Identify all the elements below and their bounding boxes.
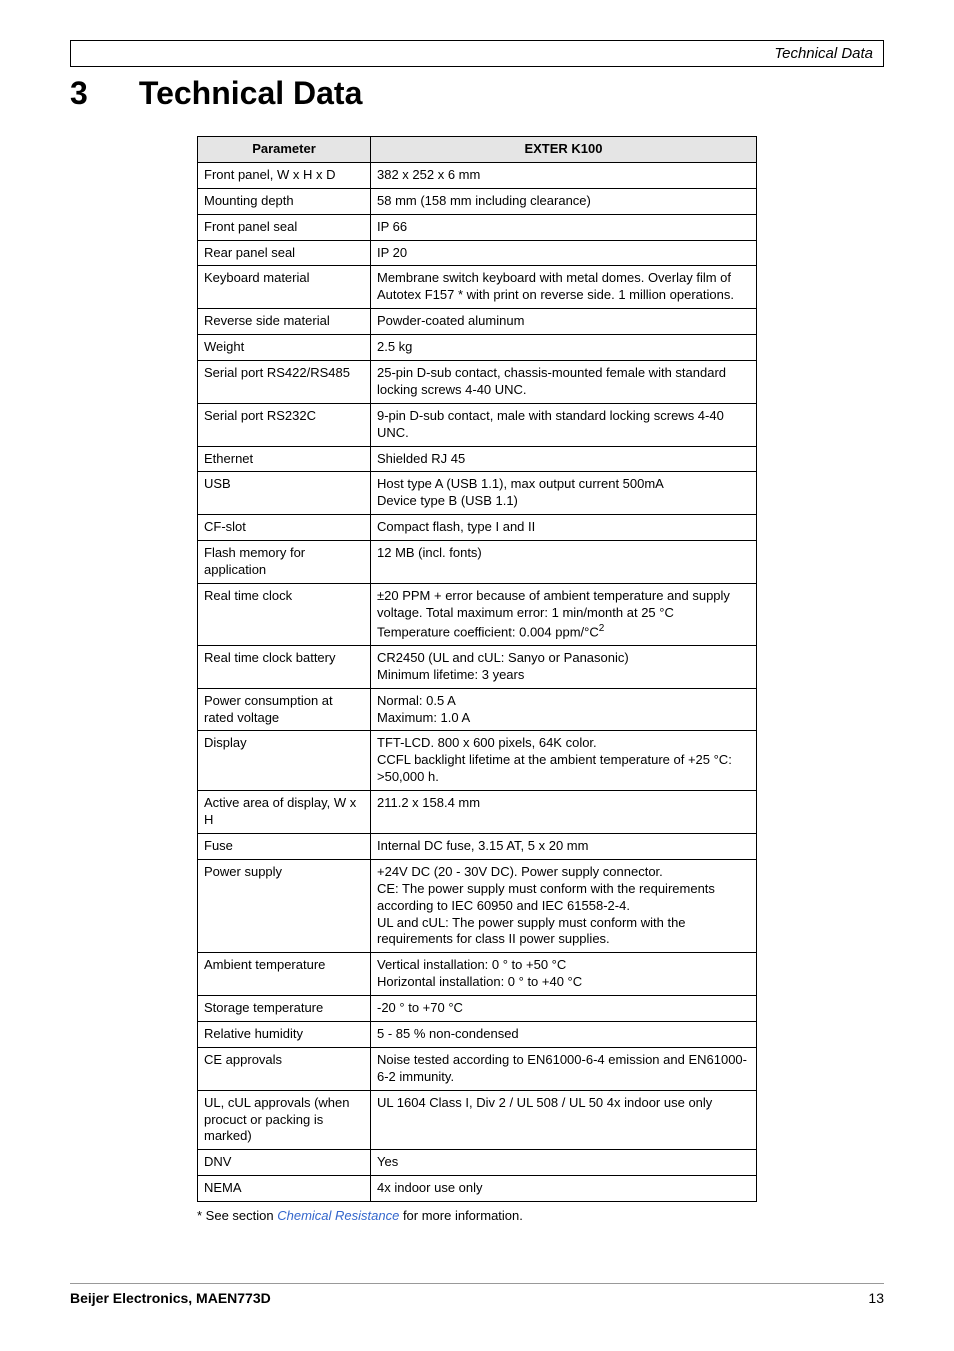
table-row: Mounting depth58 mm (158 mm including cl…	[198, 188, 757, 214]
page-footer: Beijer Electronics, MAEN773D 13	[70, 1283, 884, 1306]
spec-table: Parameter EXTER K100 Front panel, W x H …	[197, 136, 757, 1202]
col-value: EXTER K100	[371, 137, 757, 163]
cell-value: 4x indoor use only	[371, 1176, 757, 1202]
cell-parameter: DNV	[198, 1150, 371, 1176]
cell-parameter: Serial port RS232C	[198, 403, 371, 446]
cell-value: 58 mm (158 mm including clearance)	[371, 188, 757, 214]
table-row: Weight2.5 kg	[198, 335, 757, 361]
cell-parameter: USB	[198, 472, 371, 515]
table-row: Power supply+24V DC (20 - 30V DC). Power…	[198, 859, 757, 952]
footnote: * See section Chemical Resistance for mo…	[197, 1208, 757, 1223]
cell-value: -20 ° to +70 °C	[371, 996, 757, 1022]
cell-value: 211.2 x 158.4 mm	[371, 791, 757, 834]
table-row: FuseInternal DC fuse, 3.15 AT, 5 x 20 mm	[198, 833, 757, 859]
cell-value: Compact flash, type I and II	[371, 515, 757, 541]
table-row: Real time clock batteryCR2450 (UL and cU…	[198, 645, 757, 688]
table-row: Real time clock±20 PPM + error because o…	[198, 583, 757, 645]
chapter-number: 3	[70, 75, 130, 112]
cell-parameter: Power consumption at rated voltage	[198, 688, 371, 731]
cell-value: Noise tested according to EN61000-6-4 em…	[371, 1047, 757, 1090]
cell-value: CR2450 (UL and cUL: Sanyo or Panasonic)M…	[371, 645, 757, 688]
cell-value: TFT-LCD. 800 x 600 pixels, 64K color.CCF…	[371, 731, 757, 791]
section-title: 3 Technical Data	[70, 75, 884, 112]
cell-value: Vertical installation: 0 ° to +50 °CHori…	[371, 953, 757, 996]
cell-parameter: Mounting depth	[198, 188, 371, 214]
table-row: Front panel, W x H x D382 x 252 x 6 mm	[198, 162, 757, 188]
cell-parameter: Rear panel seal	[198, 240, 371, 266]
cell-value: 2.5 kg	[371, 335, 757, 361]
cell-parameter: CE approvals	[198, 1047, 371, 1090]
table-row: Reverse side materialPowder-coated alumi…	[198, 309, 757, 335]
table-row: CF-slotCompact flash, type I and II	[198, 515, 757, 541]
footnote-link[interactable]: Chemical Resistance	[277, 1208, 399, 1223]
footnote-suffix: for more information.	[399, 1208, 523, 1223]
table-row: Power consumption at rated voltageNormal…	[198, 688, 757, 731]
cell-value: Powder-coated aluminum	[371, 309, 757, 335]
cell-value: 5 - 85 % non-condensed	[371, 1021, 757, 1047]
table-row: CE approvalsNoise tested according to EN…	[198, 1047, 757, 1090]
table-row: UL, cUL approvals (when procuct or packi…	[198, 1090, 757, 1150]
table-row: Active area of display, W x H211.2 x 158…	[198, 791, 757, 834]
cell-value: +24V DC (20 - 30V DC). Power supply conn…	[371, 859, 757, 952]
table-row: Rear panel sealIP 20	[198, 240, 757, 266]
cell-value: UL 1604 Class I, Div 2 / UL 508 / UL 50 …	[371, 1090, 757, 1150]
cell-parameter: Storage temperature	[198, 996, 371, 1022]
footer-page-number: 13	[868, 1290, 884, 1306]
table-row: Storage temperature-20 ° to +70 °C	[198, 996, 757, 1022]
cell-value: 25-pin D-sub contact, chassis-mounted fe…	[371, 361, 757, 404]
table-row: Keyboard materialMembrane switch keyboar…	[198, 266, 757, 309]
footer-left: Beijer Electronics, MAEN773D	[70, 1290, 271, 1306]
table-row: Relative humidity5 - 85 % non-condensed	[198, 1021, 757, 1047]
cell-value: 382 x 252 x 6 mm	[371, 162, 757, 188]
cell-parameter: Real time clock battery	[198, 645, 371, 688]
table-row: USBHost type A (USB 1.1), max output cur…	[198, 472, 757, 515]
cell-parameter: Ambient temperature	[198, 953, 371, 996]
cell-parameter: Front panel seal	[198, 214, 371, 240]
table-row: Serial port RS422/RS48525-pin D-sub cont…	[198, 361, 757, 404]
cell-value: IP 20	[371, 240, 757, 266]
cell-value: 12 MB (incl. fonts)	[371, 541, 757, 584]
cell-value: Internal DC fuse, 3.15 AT, 5 x 20 mm	[371, 833, 757, 859]
cell-parameter: Reverse side material	[198, 309, 371, 335]
footnote-prefix: * See section	[197, 1208, 277, 1223]
cell-parameter: Relative humidity	[198, 1021, 371, 1047]
table-row: Ambient temperatureVertical installation…	[198, 953, 757, 996]
cell-parameter: CF-slot	[198, 515, 371, 541]
cell-parameter: Weight	[198, 335, 371, 361]
table-header-row: Parameter EXTER K100	[198, 137, 757, 163]
cell-parameter: Keyboard material	[198, 266, 371, 309]
cell-parameter: Flash memory for application	[198, 541, 371, 584]
cell-parameter: Real time clock	[198, 583, 371, 645]
table-row: EthernetShielded RJ 45	[198, 446, 757, 472]
cell-parameter: Display	[198, 731, 371, 791]
cell-parameter: NEMA	[198, 1176, 371, 1202]
cell-parameter: Ethernet	[198, 446, 371, 472]
cell-value: Yes	[371, 1150, 757, 1176]
cell-parameter: Serial port RS422/RS485	[198, 361, 371, 404]
cell-value: Membrane switch keyboard with metal dome…	[371, 266, 757, 309]
cell-value: Normal: 0.5 AMaximum: 1.0 A	[371, 688, 757, 731]
cell-value: 9-pin D-sub contact, male with standard …	[371, 403, 757, 446]
table-row: Front panel sealIP 66	[198, 214, 757, 240]
table-row: NEMA4x indoor use only	[198, 1176, 757, 1202]
cell-parameter: Power supply	[198, 859, 371, 952]
table-row: DNVYes	[198, 1150, 757, 1176]
table-row: DisplayTFT-LCD. 800 x 600 pixels, 64K co…	[198, 731, 757, 791]
cell-value: Shielded RJ 45	[371, 446, 757, 472]
col-parameter: Parameter	[198, 137, 371, 163]
cell-parameter: Fuse	[198, 833, 371, 859]
cell-parameter: Active area of display, W x H	[198, 791, 371, 834]
header-label: Technical Data	[70, 40, 884, 67]
chapter-text: Technical Data	[139, 75, 362, 111]
table-row: Serial port RS232C9-pin D-sub contact, m…	[198, 403, 757, 446]
cell-value: IP 66	[371, 214, 757, 240]
cell-value: Host type A (USB 1.1), max output curren…	[371, 472, 757, 515]
cell-parameter: UL, cUL approvals (when procuct or packi…	[198, 1090, 371, 1150]
cell-value: ±20 PPM + error because of ambient tempe…	[371, 583, 757, 645]
table-row: Flash memory for application12 MB (incl.…	[198, 541, 757, 584]
cell-parameter: Front panel, W x H x D	[198, 162, 371, 188]
